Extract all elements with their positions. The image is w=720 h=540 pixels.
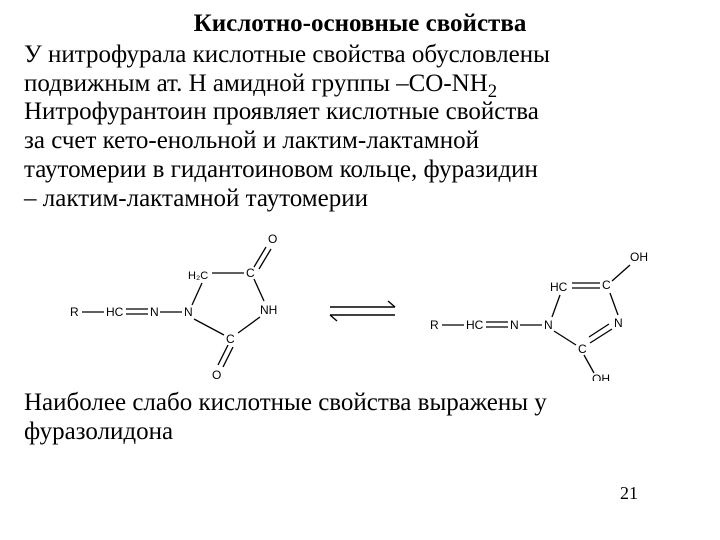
label-N4: N bbox=[544, 318, 553, 332]
label-N1: N bbox=[150, 305, 159, 319]
label-R-left: R bbox=[70, 305, 79, 319]
label-N-ring: N bbox=[614, 316, 623, 330]
label-C-bot-left: C bbox=[226, 332, 235, 346]
label-HC-right: HC bbox=[466, 318, 484, 332]
para1-line1: У нитрофурала кислотные свойства обуслов… bbox=[24, 41, 550, 68]
label-HC-left: HC bbox=[106, 305, 124, 319]
label-HC-ring: HC bbox=[550, 280, 568, 294]
label-C-r1: C bbox=[602, 278, 611, 292]
para2-line3: таутомерии в гидантоиновом кольце, фураз… bbox=[24, 156, 538, 183]
tautomerism-diagram: R HC N N H₂C C O NH bbox=[24, 221, 696, 381]
footer-paragraph: Наиболее слабо кислотные свойства выраже… bbox=[24, 389, 696, 447]
label-O-top-left: O bbox=[268, 232, 277, 246]
para2-line2: за счет кето-енольной и лактим-лактамной bbox=[24, 127, 479, 154]
equilibrium-arrows bbox=[330, 301, 395, 321]
label-N3: N bbox=[510, 318, 519, 332]
footer-line1: Наиболее слабо кислотные свойства выраже… bbox=[24, 389, 547, 416]
label-R-right: R bbox=[430, 318, 439, 332]
para2-line4: – лактим-лактамной таутомерии bbox=[24, 185, 368, 212]
label-C-r2: C bbox=[578, 342, 587, 356]
para2-line1: Нитрофурантоин проявляет кислотные свойс… bbox=[24, 98, 539, 125]
para1-line2-prefix: подвижным ат. Н амидной группы –СО-NH bbox=[24, 70, 488, 97]
label-OH-bot: OH bbox=[592, 372, 610, 381]
label-N2: N bbox=[184, 305, 193, 319]
label-H2C: H₂C bbox=[188, 270, 208, 282]
body-paragraphs: У нитрофурала кислотные свойства обуслов… bbox=[24, 41, 696, 214]
label-O-bot-left: O bbox=[212, 368, 221, 381]
slide-number: 21 bbox=[620, 483, 638, 504]
label-OH-top: OH bbox=[630, 250, 648, 264]
label-C-top-left: C bbox=[246, 266, 255, 280]
page-title: Кислотно-основные свойства bbox=[24, 10, 696, 39]
label-NH: NH bbox=[260, 303, 277, 317]
footer-line2: фуразолидона bbox=[24, 418, 173, 445]
